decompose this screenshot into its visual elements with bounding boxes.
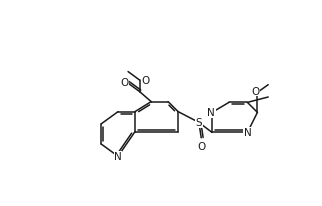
Text: N: N	[243, 128, 251, 138]
Text: N: N	[207, 108, 215, 118]
Text: O: O	[197, 141, 205, 151]
Text: N: N	[114, 152, 122, 162]
Text: O: O	[142, 76, 150, 86]
Text: S: S	[195, 118, 202, 128]
Text: O: O	[120, 78, 128, 88]
Text: O: O	[251, 86, 259, 96]
